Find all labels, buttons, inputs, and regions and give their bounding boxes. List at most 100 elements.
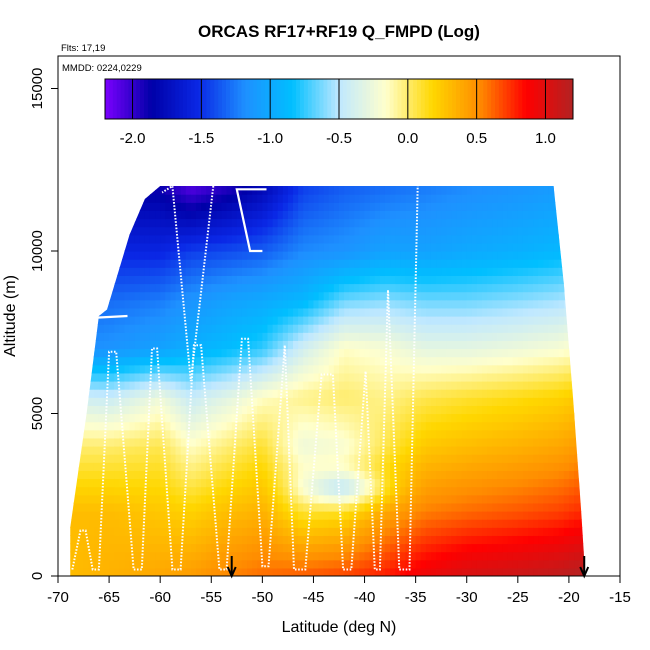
heatmap-cell bbox=[78, 389, 85, 398]
heatmap-cell bbox=[58, 251, 64, 260]
heatmap-cell bbox=[533, 299, 539, 309]
heatmap-cell bbox=[533, 543, 539, 553]
heatmap-cell bbox=[190, 413, 197, 423]
heatmap-cell bbox=[277, 527, 284, 536]
heatmap-cell bbox=[175, 397, 182, 406]
heatmap-cell bbox=[226, 372, 233, 382]
heatmap-cell bbox=[134, 218, 141, 228]
heatmap-cell bbox=[507, 486, 514, 496]
heatmap-cell bbox=[221, 454, 228, 463]
heatmap-cell bbox=[216, 283, 223, 293]
heatmap-cell bbox=[476, 242, 483, 252]
heatmap-cell bbox=[313, 494, 320, 504]
heatmap-cell bbox=[308, 470, 315, 480]
heatmap-cell bbox=[73, 259, 80, 268]
heatmap-cell bbox=[446, 511, 452, 520]
heatmap-cell bbox=[430, 242, 437, 252]
heatmap-cell bbox=[476, 405, 483, 415]
heatmap-cell bbox=[211, 421, 217, 431]
heatmap-cell bbox=[425, 389, 432, 398]
heatmap-cell bbox=[522, 186, 529, 195]
heatmap-cell bbox=[487, 251, 493, 260]
heatmap-cell bbox=[323, 194, 330, 203]
heatmap-cell bbox=[201, 502, 207, 512]
heatmap-cell bbox=[533, 307, 539, 317]
heatmap-cell bbox=[558, 226, 565, 236]
heatmap-cell bbox=[272, 372, 279, 382]
heatmap-cell bbox=[308, 234, 315, 244]
heatmap-cell bbox=[277, 210, 284, 220]
heatmap-cell bbox=[190, 316, 197, 325]
heatmap-cell bbox=[180, 372, 187, 382]
heatmap-cell bbox=[216, 202, 223, 211]
heatmap-cell bbox=[211, 551, 217, 561]
heatmap-cell bbox=[410, 307, 417, 317]
heatmap-cell bbox=[241, 372, 248, 382]
heatmap-cell bbox=[267, 405, 274, 415]
heatmap-cell bbox=[451, 340, 458, 350]
heatmap-cell bbox=[517, 543, 524, 553]
heatmap-cell bbox=[277, 218, 284, 228]
heatmap-cell bbox=[247, 397, 253, 406]
heatmap-cell bbox=[313, 299, 320, 309]
heatmap-cell bbox=[313, 316, 320, 325]
heatmap-cell bbox=[160, 437, 166, 447]
heatmap-cell bbox=[155, 567, 161, 576]
heatmap-cell bbox=[185, 372, 192, 382]
heatmap-cell bbox=[277, 226, 284, 236]
heatmap-cell bbox=[313, 372, 320, 382]
heatmap-cell bbox=[313, 348, 320, 358]
heatmap-cell bbox=[323, 332, 330, 341]
heatmap-cell bbox=[313, 242, 320, 252]
heatmap-cell bbox=[420, 186, 427, 195]
heatmap-cell bbox=[466, 559, 473, 569]
heatmap-cell bbox=[78, 210, 85, 220]
heatmap-cell bbox=[231, 389, 238, 398]
heatmap-cell bbox=[410, 283, 417, 293]
heatmap-cell bbox=[415, 218, 422, 228]
heatmap-cell bbox=[466, 511, 473, 520]
heatmap-cell bbox=[93, 307, 100, 317]
heatmap-cell bbox=[185, 210, 192, 220]
heatmap-cell bbox=[441, 218, 447, 228]
heatmap-cell bbox=[579, 413, 585, 423]
heatmap-cell bbox=[93, 291, 100, 301]
heatmap-cell bbox=[185, 527, 192, 536]
heatmap-cell bbox=[359, 340, 366, 350]
heatmap-cell bbox=[522, 567, 529, 576]
heatmap-cell bbox=[390, 535, 396, 545]
heatmap-cell bbox=[139, 478, 146, 488]
heatmap-cell bbox=[364, 527, 371, 536]
heatmap-cell bbox=[400, 429, 407, 439]
heatmap-cell bbox=[206, 381, 212, 390]
heatmap-cell bbox=[430, 202, 437, 211]
heatmap-cell bbox=[543, 559, 550, 569]
heatmap-cell bbox=[98, 519, 105, 528]
heatmap-cell bbox=[323, 413, 330, 423]
heatmap-cell bbox=[180, 397, 187, 406]
heatmap-cell bbox=[502, 405, 509, 415]
heatmap-cell bbox=[267, 332, 274, 341]
heatmap-cell bbox=[446, 332, 452, 341]
heatmap-cell bbox=[430, 454, 437, 463]
heatmap-cell bbox=[226, 194, 233, 203]
heatmap-cell bbox=[175, 478, 182, 488]
heatmap-cell bbox=[528, 381, 534, 390]
heatmap-cell bbox=[482, 551, 488, 561]
heatmap-cell bbox=[384, 462, 391, 471]
heatmap-cell bbox=[328, 535, 335, 545]
heatmap-cell bbox=[272, 551, 279, 561]
heatmap-cell bbox=[328, 381, 335, 390]
heatmap-cell bbox=[446, 251, 452, 260]
heatmap-cell bbox=[149, 381, 156, 390]
heatmap-cell bbox=[160, 389, 166, 398]
heatmap-cell bbox=[180, 462, 187, 471]
heatmap-cell bbox=[364, 511, 371, 520]
heatmap-cell bbox=[517, 202, 524, 211]
heatmap-cell bbox=[293, 462, 299, 471]
heatmap-cell bbox=[584, 446, 586, 455]
heatmap-cell bbox=[83, 372, 90, 382]
heatmap-cell bbox=[129, 226, 136, 236]
heatmap-cell bbox=[456, 535, 463, 545]
heatmap-cell bbox=[369, 316, 376, 325]
